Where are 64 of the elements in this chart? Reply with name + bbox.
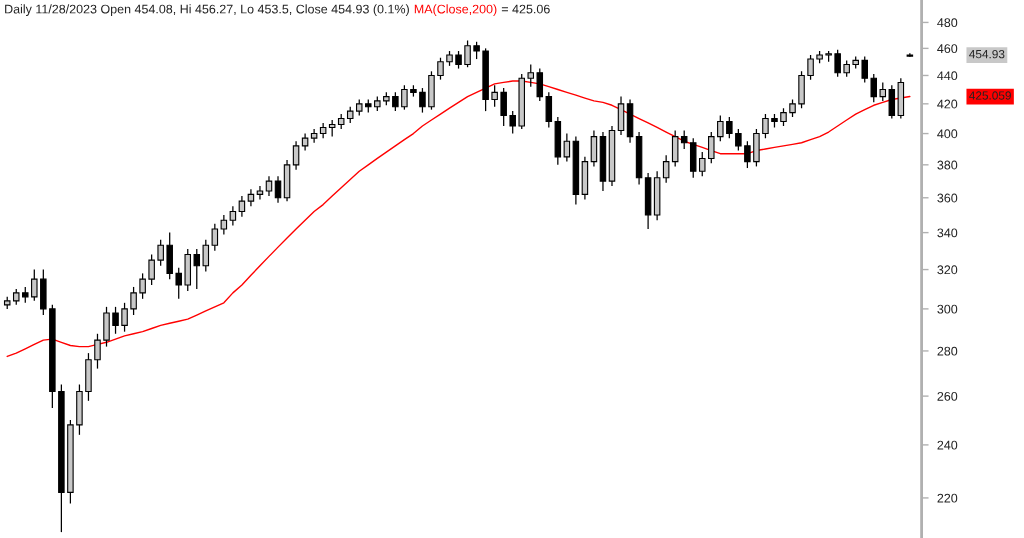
annotation: = 425.06 bbox=[501, 4, 550, 14]
candlestick bbox=[500, 87, 507, 127]
candlestick bbox=[130, 286, 137, 316]
candlestick bbox=[437, 57, 444, 81]
candlestick bbox=[680, 129, 688, 150]
y-tick-label: 480 bbox=[937, 18, 958, 28]
candlestick bbox=[292, 140, 300, 171]
candlestick bbox=[157, 239, 164, 267]
candlestick bbox=[762, 113, 769, 139]
candlestick bbox=[726, 116, 733, 139]
candlestick bbox=[861, 55, 868, 84]
candlestick bbox=[31, 268, 38, 302]
y-tick-label: 280 bbox=[937, 346, 958, 356]
candlestick bbox=[419, 87, 426, 114]
candlestick bbox=[735, 128, 742, 152]
candlestick bbox=[238, 195, 246, 218]
candlestick bbox=[464, 39, 471, 68]
candlestick bbox=[256, 185, 264, 201]
candlestick bbox=[202, 239, 210, 273]
y-tick-label: 440 bbox=[937, 71, 958, 81]
candlestick bbox=[698, 151, 706, 177]
candlestick bbox=[662, 154, 670, 184]
candlestick bbox=[193, 248, 201, 290]
candlestick bbox=[112, 306, 119, 335]
candlestick bbox=[175, 267, 182, 300]
candlestick bbox=[834, 49, 841, 78]
candlestick bbox=[491, 84, 498, 108]
candlestick bbox=[870, 73, 878, 103]
y-tick-label: 320 bbox=[937, 265, 958, 275]
y-tick-label: 340 bbox=[937, 228, 958, 238]
text: 454.93 bbox=[969, 49, 1005, 59]
candlestick bbox=[94, 333, 101, 370]
text: 425.059 bbox=[969, 91, 1011, 100]
candlestick bbox=[717, 114, 724, 142]
candlestick bbox=[265, 175, 273, 197]
candlestick bbox=[807, 54, 814, 81]
candlestick bbox=[139, 272, 146, 300]
y-tick-label: 240 bbox=[937, 440, 958, 450]
candlestick bbox=[401, 84, 408, 111]
y-tick-label: 300 bbox=[937, 304, 958, 314]
candlestick bbox=[708, 131, 715, 164]
candlestick bbox=[563, 132, 571, 163]
y-tick-label: 220 bbox=[937, 493, 958, 503]
y-tick-label: 420 bbox=[937, 99, 958, 109]
candlestick bbox=[121, 302, 128, 333]
y-tick-label: 380 bbox=[937, 160, 958, 170]
candlestick bbox=[220, 214, 228, 236]
y-tick-label: 400 bbox=[937, 129, 958, 139]
y-tick-label: 460 bbox=[937, 44, 958, 54]
y-tick-label: 260 bbox=[937, 391, 958, 401]
candlestick bbox=[744, 140, 751, 169]
candlestick bbox=[509, 110, 516, 135]
candlestick bbox=[392, 91, 399, 112]
candlestick bbox=[274, 175, 282, 204]
candlestick bbox=[211, 223, 219, 252]
candlestick bbox=[527, 63, 535, 88]
candlestick bbox=[229, 205, 237, 227]
text: MA(Close,200) bbox=[414, 4, 497, 16]
candlestick bbox=[148, 253, 155, 286]
candlestick bbox=[536, 67, 544, 102]
chart-title: Daily 11/28/2023 Open 454.08, Hi 456.27, Lo 453.5, Close 454.93 (0.1%) bbox=[5, 4, 409, 16]
candlestick bbox=[310, 128, 318, 144]
candlestick bbox=[879, 81, 887, 102]
y-tick-label: 360 bbox=[937, 193, 958, 203]
